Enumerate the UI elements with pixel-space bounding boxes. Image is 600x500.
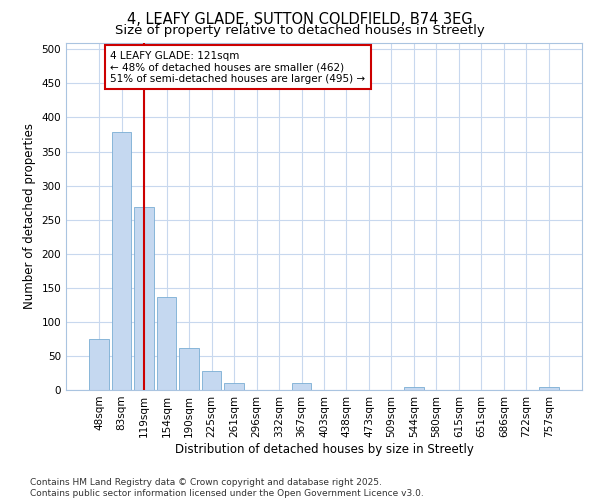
Bar (202, 371, 221, 390)
Text: 4 LEAFY GLADE: 121sqm
← 48% of detached houses are smaller (462)
51% of semi-det: 4 LEAFY GLADE: 121sqm ← 48% of detached … (110, 50, 365, 84)
Y-axis label: Number of detached properties: Number of detached properties (23, 123, 36, 309)
Bar (539, 386, 559, 390)
Bar (89, 339, 109, 390)
Bar (224, 383, 244, 390)
Text: Size of property relative to detached houses in Streetly: Size of property relative to detached ho… (115, 24, 485, 37)
Bar (134, 208, 154, 390)
Bar (157, 296, 176, 390)
Bar (112, 132, 131, 390)
Bar (404, 386, 424, 390)
Text: Contains HM Land Registry data © Crown copyright and database right 2025.
Contai: Contains HM Land Registry data © Crown c… (30, 478, 424, 498)
X-axis label: Distribution of detached houses by size in Streetly: Distribution of detached houses by size … (175, 442, 473, 456)
Bar (179, 348, 199, 390)
Bar (292, 383, 311, 390)
Text: 4, LEAFY GLADE, SUTTON COLDFIELD, B74 3EG: 4, LEAFY GLADE, SUTTON COLDFIELD, B74 3E… (127, 12, 473, 28)
